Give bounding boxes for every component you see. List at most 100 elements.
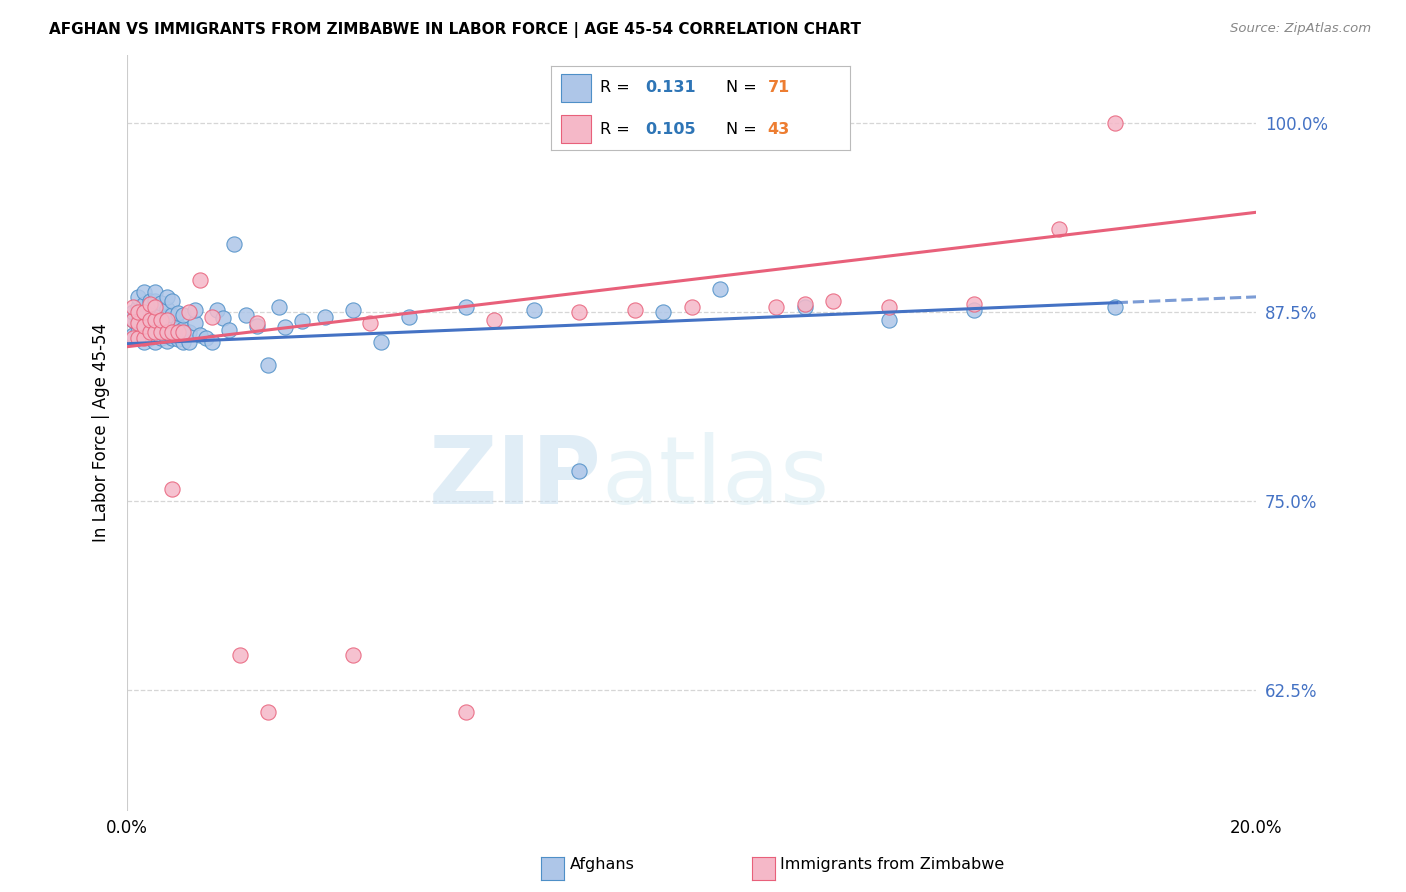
Point bbox=[1104, 116, 1126, 130]
Point bbox=[132, 331, 155, 345]
Point bbox=[172, 325, 194, 339]
Point bbox=[568, 464, 591, 478]
Point bbox=[143, 285, 166, 300]
Point bbox=[143, 312, 166, 326]
Point bbox=[132, 335, 155, 350]
Point bbox=[963, 297, 986, 311]
Point bbox=[274, 320, 297, 334]
Point bbox=[132, 285, 155, 300]
Point bbox=[132, 305, 155, 319]
Point bbox=[1104, 301, 1126, 315]
Point bbox=[482, 312, 505, 326]
Point bbox=[624, 303, 647, 318]
Point bbox=[160, 294, 183, 309]
Point bbox=[568, 305, 591, 319]
Point bbox=[190, 327, 212, 342]
Point bbox=[160, 331, 183, 345]
Point bbox=[155, 301, 177, 316]
Point bbox=[121, 312, 143, 326]
Point bbox=[370, 335, 392, 350]
Point bbox=[257, 358, 280, 372]
Point bbox=[821, 294, 844, 309]
Point bbox=[138, 331, 160, 345]
Point bbox=[155, 290, 177, 304]
Point bbox=[160, 325, 183, 339]
Point bbox=[523, 303, 546, 318]
Point bbox=[166, 332, 188, 346]
Point bbox=[121, 312, 143, 326]
Point bbox=[652, 305, 675, 319]
Point bbox=[127, 290, 149, 304]
Point bbox=[201, 310, 224, 324]
Point bbox=[879, 312, 901, 326]
Point bbox=[179, 325, 201, 339]
Point bbox=[149, 331, 172, 345]
Point bbox=[314, 310, 336, 324]
Point bbox=[143, 303, 166, 318]
Point bbox=[132, 320, 155, 334]
Point bbox=[166, 325, 188, 339]
Text: Source: ZipAtlas.com: Source: ZipAtlas.com bbox=[1230, 22, 1371, 36]
Point bbox=[342, 303, 364, 318]
Point bbox=[235, 308, 257, 322]
Point bbox=[160, 320, 183, 334]
Point bbox=[132, 318, 155, 333]
Point bbox=[127, 305, 149, 319]
Point bbox=[127, 316, 149, 330]
Point bbox=[709, 282, 731, 296]
Text: Immigrants from Zimbabwe: Immigrants from Zimbabwe bbox=[780, 857, 1004, 872]
Point bbox=[793, 301, 815, 315]
Point bbox=[132, 310, 155, 324]
Point bbox=[398, 310, 420, 324]
Point bbox=[127, 301, 149, 315]
Point bbox=[160, 482, 183, 496]
Point bbox=[143, 323, 166, 337]
Text: atlas: atlas bbox=[602, 432, 830, 524]
Point bbox=[155, 312, 177, 326]
Point bbox=[127, 312, 149, 326]
Point bbox=[172, 308, 194, 322]
Point bbox=[138, 312, 160, 326]
Point bbox=[132, 297, 155, 311]
Point bbox=[291, 314, 314, 328]
Point bbox=[155, 334, 177, 348]
Point bbox=[121, 301, 143, 315]
Point bbox=[155, 321, 177, 335]
Point bbox=[218, 323, 240, 337]
Point bbox=[454, 706, 477, 720]
Point bbox=[184, 316, 207, 330]
Point bbox=[149, 312, 172, 326]
Point bbox=[879, 301, 901, 315]
Text: Afghans: Afghans bbox=[569, 857, 634, 872]
Point bbox=[681, 301, 703, 315]
Point bbox=[155, 311, 177, 326]
Point bbox=[963, 303, 986, 318]
Point bbox=[454, 301, 477, 315]
Point bbox=[138, 305, 160, 319]
Point bbox=[224, 237, 246, 252]
Point bbox=[172, 335, 194, 350]
Point bbox=[229, 648, 252, 662]
Point bbox=[138, 317, 160, 331]
Point bbox=[246, 316, 269, 330]
Point bbox=[195, 331, 218, 345]
Point bbox=[155, 325, 177, 339]
Point bbox=[149, 296, 172, 310]
Point bbox=[121, 305, 143, 319]
Point bbox=[149, 308, 172, 322]
Point bbox=[190, 273, 212, 287]
Point bbox=[149, 318, 172, 333]
Point bbox=[166, 318, 188, 333]
Point bbox=[143, 335, 166, 350]
Point bbox=[138, 325, 160, 339]
Point bbox=[179, 305, 201, 319]
Point bbox=[246, 318, 269, 333]
Point bbox=[359, 316, 381, 330]
Point bbox=[138, 297, 160, 311]
Point bbox=[1047, 222, 1070, 236]
Point bbox=[172, 321, 194, 335]
Point bbox=[793, 297, 815, 311]
Point bbox=[212, 311, 235, 326]
Point bbox=[160, 308, 183, 322]
Point bbox=[143, 325, 166, 339]
